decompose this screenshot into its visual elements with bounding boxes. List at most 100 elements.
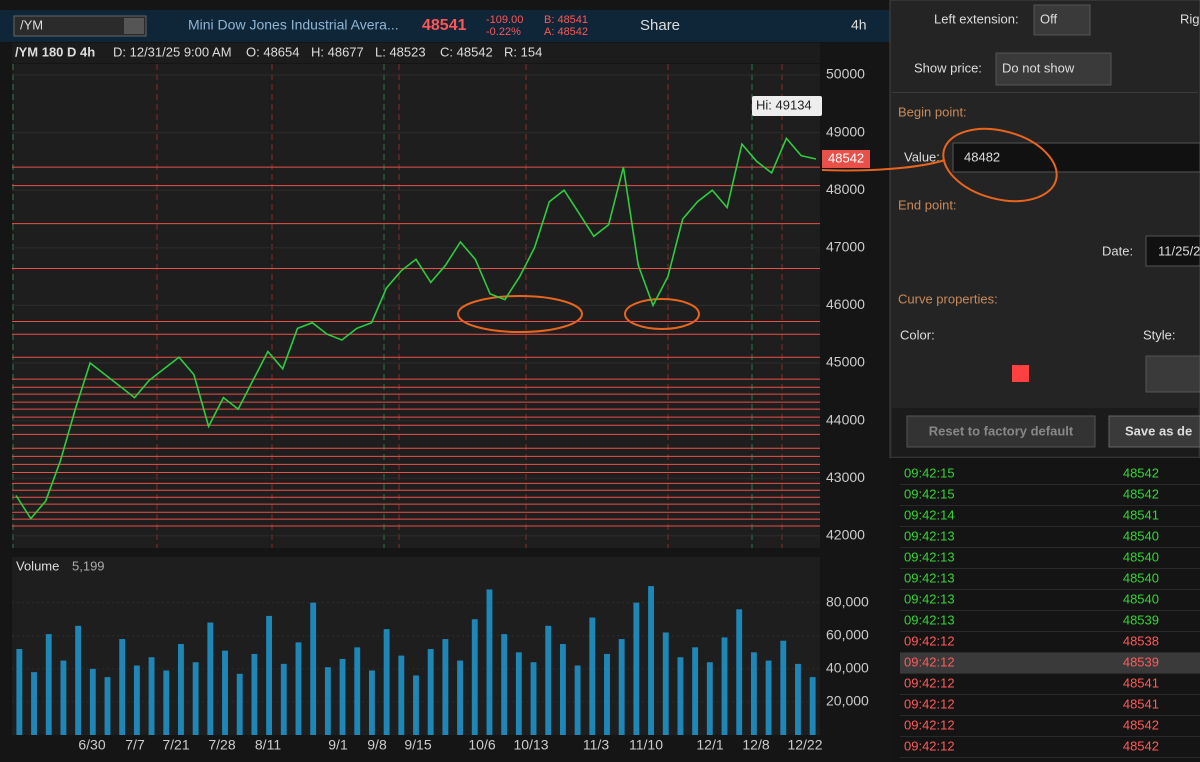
volume-bar [604, 653, 610, 735]
show-price-label: Show price: [914, 60, 982, 75]
curve-heading: Curve properties: [898, 291, 998, 306]
color-swatch[interactable] [1012, 365, 1029, 382]
volume-bar [574, 665, 581, 735]
volume-bar [251, 653, 258, 735]
volume-bar [413, 675, 419, 735]
ts-price: 48541 [1123, 507, 1159, 522]
ts-time: 09:42:12 [904, 738, 955, 753]
volume-bar [60, 660, 67, 735]
share-button[interactable]: Share [640, 17, 680, 34]
price-line [15, 136, 817, 520]
annotations [457, 127, 1058, 333]
volume-bar [545, 625, 552, 735]
price-plot [12, 64, 820, 548]
ts-price: 48542 [1123, 738, 1159, 753]
dropdown[interactable] [124, 18, 144, 34]
volume-bar [457, 660, 464, 735]
x-tick-label: 11/10 [629, 737, 663, 753]
y-tick-label: 44000 [826, 411, 865, 427]
volume-bar [765, 660, 772, 735]
change: -109.00 [486, 14, 523, 26]
volume-bar [648, 586, 654, 735]
ts-price: 48539 [1123, 612, 1159, 627]
volume-bar [589, 617, 596, 735]
volume-bar [178, 644, 184, 735]
description: Mini Dow Jones Industrial Avera... [188, 17, 399, 33]
ts-time: 09:42:12 [904, 675, 955, 690]
study-symbol: /YM 180 D 4h [15, 44, 95, 59]
volume-bar [75, 625, 82, 735]
volume-bar [207, 622, 214, 735]
volume-bar [339, 658, 346, 735]
date-input-text: 11/25/2 [1158, 243, 1200, 258]
ts-price: 48542 [1123, 465, 1159, 480]
volume-bar [427, 648, 434, 735]
volume-bar [706, 662, 713, 735]
toolbar [0, 10, 890, 42]
value-input-text: 48482 [964, 149, 1000, 164]
ts-time: 09:42:13 [904, 570, 955, 585]
info-low: L: 48523 [375, 44, 426, 59]
volume-bar [31, 672, 37, 735]
save-button[interactable] [1108, 415, 1200, 448]
volume-bar [398, 655, 405, 735]
ts-time: 09:42:15 [904, 486, 955, 501]
y-tick-label: 60,000 [826, 626, 869, 642]
separator [892, 92, 1198, 93]
reset-button[interactable] [906, 415, 1096, 448]
left-extension-select[interactable] [1033, 4, 1091, 36]
timeframe[interactable]: 4h [851, 17, 867, 33]
volume-label: Volume [16, 558, 59, 573]
info-high: H: 48677 [311, 44, 364, 59]
ts-price: 48539 [1123, 654, 1159, 669]
ts-time: 09:42:12 [904, 696, 955, 711]
volume-bar [633, 602, 640, 735]
volume-bar [148, 657, 155, 735]
color-label: Color: [900, 327, 935, 342]
y-tick-label: 48000 [826, 181, 865, 197]
symbol: /YM [20, 17, 43, 32]
last-price: 48541 [422, 17, 467, 34]
ts-time: 09:42:12 [904, 654, 955, 669]
info-date: D: 12/31/25 9:00 AM [113, 44, 232, 59]
volume-bar [692, 647, 699, 735]
ts-time: 09:42:15 [904, 465, 955, 480]
x-tick-label: 9/15 [404, 737, 431, 753]
left-extension-value: Off [1040, 11, 1057, 26]
ts-price: 48541 [1123, 675, 1159, 690]
ts-row-selected [900, 653, 1200, 674]
volume-bar [163, 670, 170, 735]
volume-bar [368, 670, 375, 735]
ts-time: 09:42:13 [904, 591, 955, 606]
style-label: Style: [1143, 327, 1176, 342]
x-tick-label: 7/28 [208, 737, 235, 753]
left-extension-label: Left extension: [934, 11, 1019, 26]
x-tick-label: 7/21 [162, 737, 189, 753]
show-price-select[interactable] [995, 52, 1112, 86]
volume-bar [795, 663, 801, 735]
y-tick-label: 47000 [826, 239, 865, 255]
x-tick-label: 10/13 [513, 737, 548, 753]
ts-time: 09:42:12 [904, 633, 955, 648]
symbol-box[interactable] [13, 15, 147, 37]
volume-bar [354, 647, 361, 735]
volume-bar [471, 619, 478, 735]
last-price-tag [822, 149, 870, 168]
change-pct: -0.22% [486, 26, 521, 38]
ts-price: 48540 [1123, 570, 1159, 585]
x-tick-label: 9/1 [328, 737, 348, 753]
volume-bar [324, 667, 331, 735]
style-select[interactable] [1145, 355, 1200, 393]
x-tick-label: 10/6 [468, 737, 495, 753]
info-bar [12, 43, 820, 63]
ts-price: 48542 [1123, 717, 1159, 732]
volume-bar [501, 634, 508, 735]
info-close: C: 48542 [440, 44, 493, 59]
hi-label-box [752, 96, 822, 116]
value-input[interactable] [952, 142, 1200, 173]
date-input[interactable] [1145, 235, 1200, 267]
y-tick-label: 40,000 [826, 660, 869, 676]
volume-bar [736, 609, 743, 735]
date-label: Date: [1102, 243, 1133, 258]
volume-bar [133, 665, 140, 735]
